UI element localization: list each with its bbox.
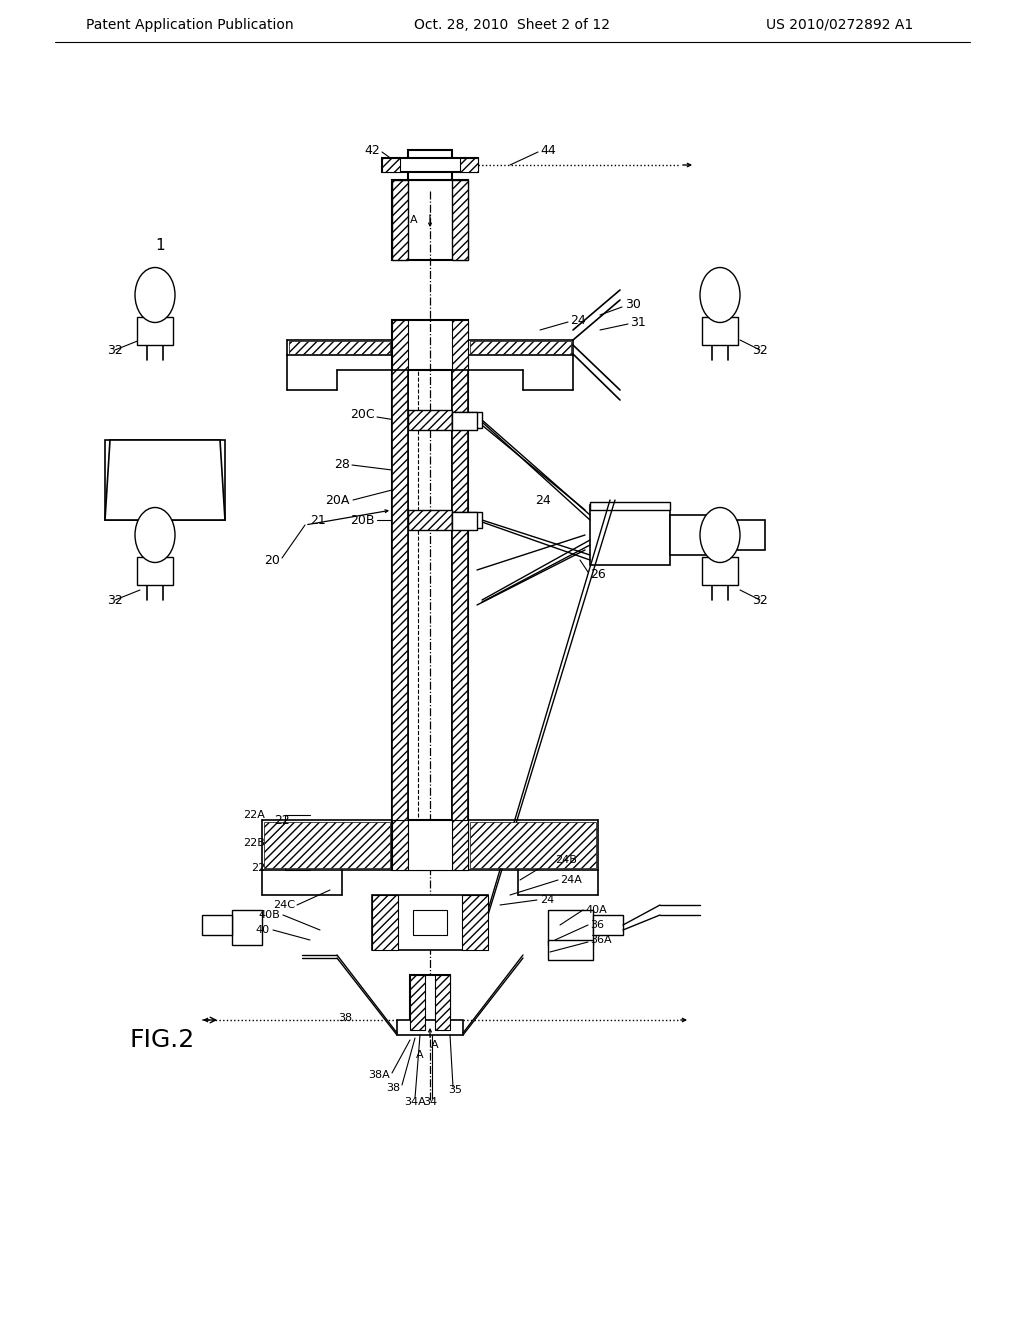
Bar <box>232 909 262 945</box>
Bar <box>289 341 390 354</box>
Ellipse shape <box>135 268 175 322</box>
Bar <box>452 412 477 430</box>
Text: FIG.2: FIG.2 <box>130 1028 196 1052</box>
Bar <box>452 412 482 428</box>
Text: 24A: 24A <box>560 875 582 884</box>
Text: 38A: 38A <box>369 1071 390 1080</box>
Text: A: A <box>416 1049 424 1060</box>
Text: 32: 32 <box>108 594 123 606</box>
Text: 1: 1 <box>155 238 165 252</box>
Bar <box>452 512 482 528</box>
Bar <box>702 317 738 345</box>
Text: 20: 20 <box>264 553 280 566</box>
Bar <box>382 158 400 172</box>
Bar <box>372 895 398 950</box>
Text: Oct. 28, 2010  Sheet 2 of 12: Oct. 28, 2010 Sheet 2 of 12 <box>414 18 610 32</box>
Bar <box>452 319 468 370</box>
Bar <box>593 915 623 935</box>
Polygon shape <box>105 440 225 520</box>
Text: A: A <box>411 215 418 224</box>
Bar <box>413 909 447 935</box>
Bar <box>435 975 450 1030</box>
Bar <box>408 150 452 180</box>
Bar <box>392 370 408 870</box>
Bar <box>462 895 488 950</box>
Text: 38: 38 <box>386 1082 400 1093</box>
Bar <box>410 975 450 1030</box>
Text: 32: 32 <box>752 594 768 606</box>
Bar <box>452 512 477 531</box>
Text: 22: 22 <box>274 813 290 826</box>
Text: 32: 32 <box>752 343 768 356</box>
Text: 20A: 20A <box>326 494 350 507</box>
Text: 26: 26 <box>590 569 606 582</box>
Bar <box>470 341 571 354</box>
Bar <box>590 506 670 565</box>
Bar <box>105 440 225 520</box>
Bar <box>548 940 593 960</box>
Text: 32: 32 <box>108 343 123 356</box>
Text: 20B: 20B <box>350 513 375 527</box>
Text: 31: 31 <box>630 315 646 329</box>
Text: 24: 24 <box>570 314 586 326</box>
Text: 22B: 22B <box>243 838 265 847</box>
Bar <box>470 822 596 869</box>
Text: 40A: 40A <box>585 906 607 915</box>
Bar <box>548 909 593 945</box>
Bar <box>392 180 408 260</box>
Bar <box>372 895 488 950</box>
Bar <box>202 915 232 935</box>
Bar <box>137 317 173 345</box>
Bar <box>264 822 390 869</box>
Text: A: A <box>431 1040 439 1049</box>
Bar <box>702 557 738 585</box>
Bar <box>408 510 452 531</box>
Text: 40B: 40B <box>258 909 280 920</box>
Bar <box>452 180 468 260</box>
Text: Patent Application Publication: Patent Application Publication <box>86 18 294 32</box>
Text: 24B: 24B <box>555 855 577 865</box>
Text: 40: 40 <box>256 925 270 935</box>
Bar <box>137 557 173 585</box>
Text: 36: 36 <box>590 920 604 931</box>
Text: 28: 28 <box>334 458 350 471</box>
Bar <box>392 319 408 370</box>
Text: 34: 34 <box>423 1097 437 1107</box>
Text: 30: 30 <box>625 298 641 312</box>
Text: 22: 22 <box>251 863 265 873</box>
Bar <box>382 158 478 172</box>
Ellipse shape <box>135 507 175 562</box>
Text: 44: 44 <box>540 144 556 157</box>
Text: 24C: 24C <box>273 900 295 909</box>
Text: 20C: 20C <box>350 408 375 421</box>
Text: US 2010/0272892 A1: US 2010/0272892 A1 <box>766 18 913 32</box>
Ellipse shape <box>700 507 740 562</box>
Bar <box>725 520 765 550</box>
Text: 24: 24 <box>535 494 551 507</box>
Bar <box>670 515 725 554</box>
Ellipse shape <box>700 268 740 322</box>
Bar <box>408 411 452 430</box>
Text: 34A: 34A <box>404 1097 426 1107</box>
Text: 42: 42 <box>365 144 380 157</box>
Text: 22A: 22A <box>243 810 265 820</box>
Bar <box>392 820 468 870</box>
Text: 38: 38 <box>338 1012 352 1023</box>
Bar <box>392 319 468 370</box>
Bar <box>392 180 468 260</box>
Bar <box>410 975 425 1030</box>
Bar <box>408 820 452 870</box>
Bar <box>397 1020 463 1035</box>
Text: 35: 35 <box>449 1085 462 1096</box>
Bar <box>452 820 468 870</box>
Bar <box>460 158 478 172</box>
Bar <box>590 502 670 510</box>
Bar <box>392 820 408 870</box>
Text: 24: 24 <box>540 895 554 906</box>
Text: 21: 21 <box>310 513 326 527</box>
Bar <box>452 370 468 870</box>
Text: 36A: 36A <box>590 935 611 945</box>
